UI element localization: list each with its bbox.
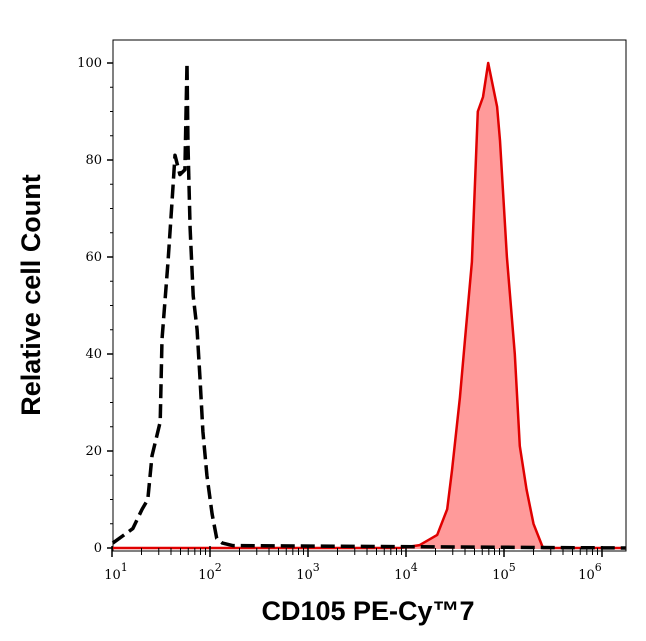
x-tick-exponent: 4 xyxy=(411,561,418,574)
x-tick-base: 10 xyxy=(578,568,595,583)
y-tick-label: 60 xyxy=(85,250,102,265)
y-tick-label: 20 xyxy=(85,444,102,459)
x-tick-exponent: 6 xyxy=(595,561,602,574)
series-0-line xyxy=(111,61,626,550)
x-tick-base: 10 xyxy=(492,568,509,583)
x-tick-base: 10 xyxy=(296,568,313,583)
x-tick-base: 10 xyxy=(198,568,215,583)
x-tick-exponent: 1 xyxy=(121,561,128,574)
y-tick-label: 0 xyxy=(94,541,102,556)
y-tick-label: 40 xyxy=(85,347,102,362)
x-axis-label: CD105 PE-Cy™7 xyxy=(261,596,474,626)
x-tick-exponent: 2 xyxy=(215,561,222,574)
x-tick-label: 105 xyxy=(492,561,516,583)
y-tick-label: 100 xyxy=(77,56,102,71)
x-tick-label: 103 xyxy=(296,561,320,583)
x-tick-exponent: 5 xyxy=(509,561,516,574)
series-1-fill xyxy=(112,63,626,549)
series-layer xyxy=(111,61,626,550)
y-tick-label: 80 xyxy=(85,153,102,168)
y-axis-label: Relative cell Count xyxy=(16,174,46,416)
x-tick-label: 104 xyxy=(394,561,418,583)
x-tick-base: 10 xyxy=(104,568,121,583)
x-tick-label: 106 xyxy=(578,561,602,583)
x-tick-label: 102 xyxy=(198,561,222,583)
x-tick-base: 10 xyxy=(394,568,411,583)
x-tick-exponent: 3 xyxy=(313,561,320,574)
series-1-line xyxy=(112,61,626,550)
x-tick-label: 101 xyxy=(104,561,128,583)
plot-frame xyxy=(112,39,627,552)
